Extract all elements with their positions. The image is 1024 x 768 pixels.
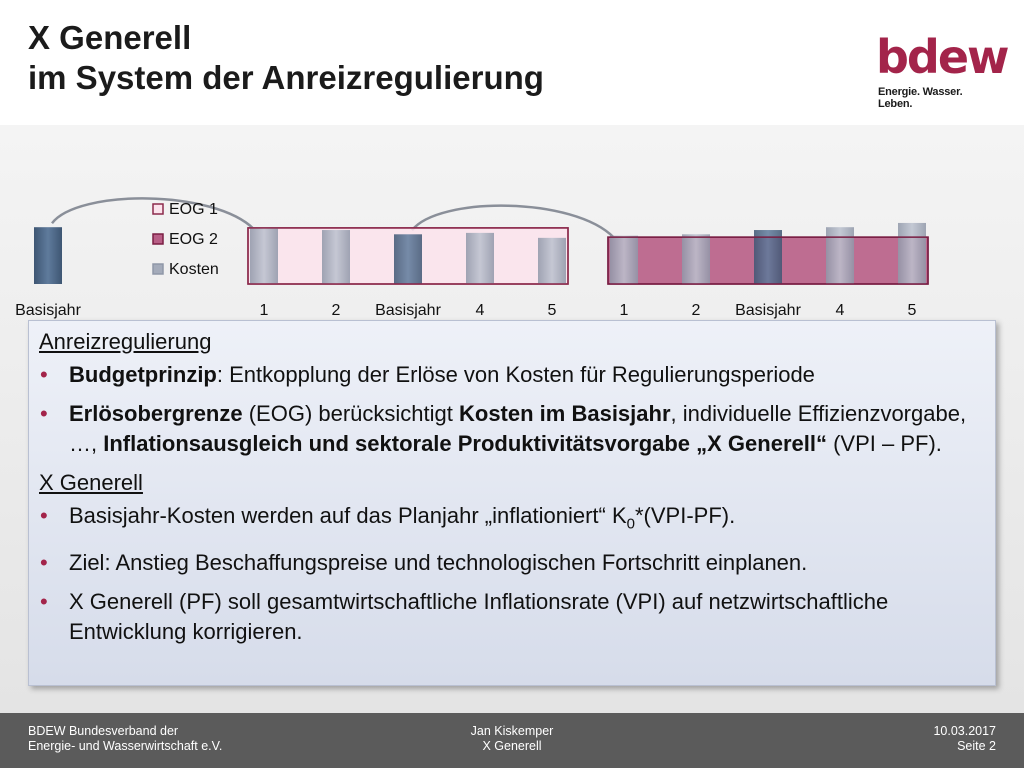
x-tick-label: 2 bbox=[332, 302, 341, 319]
x-tick-label: Basisjahr bbox=[15, 302, 81, 319]
legend-swatch bbox=[152, 203, 164, 215]
bullet-list-1: Budgetprinzip: Entkopplung der Erlöse vo… bbox=[39, 360, 985, 459]
x-tick-label: Basisjahr bbox=[735, 302, 801, 319]
text-run: Basisjahr-Kosten werden auf das Planjahr… bbox=[69, 503, 627, 528]
text-run: : Entkopplung der Erlöse von Kosten für … bbox=[216, 362, 815, 387]
cost-bar bbox=[610, 235, 638, 284]
text-run: Budgetprinzip bbox=[69, 362, 217, 387]
logo-tagline: Energie. Wasser. Leben. bbox=[878, 86, 963, 110]
legend-label: EOG 1 bbox=[169, 201, 218, 218]
text-run: (EOG) berücksichtigt bbox=[242, 401, 459, 426]
content-box: Anreizregulierung Budgetprinzip: Entkopp… bbox=[28, 320, 996, 686]
legend-label: EOG 2 bbox=[169, 231, 218, 248]
chart-legend: EOG 1 EOG 2 Kosten bbox=[152, 201, 219, 278]
x-tick-label: 2 bbox=[692, 302, 701, 319]
bullet-ziel: Ziel: Anstieg Beschaffungspreise und tec… bbox=[39, 548, 985, 578]
section-heading-x-generell: X Generell bbox=[39, 470, 143, 495]
text-run: Kosten im Basisjahr bbox=[459, 401, 671, 426]
cost-bar bbox=[826, 227, 854, 284]
section-heading-anreizregulierung: Anreizregulierung bbox=[39, 329, 212, 354]
footer-author-topic: Jan Kiskemper X Generell bbox=[0, 724, 1024, 754]
bullet-list-2: Basisjahr-Kosten werden auf das Planjahr… bbox=[39, 501, 985, 647]
eog2-band-outline bbox=[607, 236, 929, 285]
text-run: (VPI – PF). bbox=[826, 431, 942, 456]
cost-bar bbox=[898, 222, 926, 284]
cost-bar bbox=[322, 230, 350, 284]
legend-swatch bbox=[152, 263, 164, 275]
text-run: 0 bbox=[626, 515, 635, 533]
title-line-1: X Generell bbox=[28, 19, 192, 56]
text-run: Inflationsausgleich und sektorale Produk… bbox=[103, 431, 827, 456]
footer-org-line-2: Energie- und Wasserwirtschaft e.V. bbox=[28, 739, 223, 753]
carry-over-arc bbox=[51, 197, 255, 231]
cost-bar bbox=[682, 234, 710, 284]
chart-arcs bbox=[51, 197, 615, 239]
chart-bars bbox=[34, 222, 929, 285]
x-tick-label: 1 bbox=[620, 302, 629, 319]
footer-organization: BDEW Bundesverband der Energie- und Wass… bbox=[28, 724, 222, 754]
footer-author: Jan Kiskemper bbox=[470, 724, 554, 738]
footer-date: 10.03.2017 bbox=[933, 724, 996, 738]
cost-bar bbox=[466, 232, 494, 284]
basisjahr-cost-bar bbox=[34, 227, 62, 284]
footer-topic: X Generell bbox=[482, 739, 542, 753]
slide-header: X Generell im System der Anreizregulieru… bbox=[0, 0, 1024, 125]
basisjahr-cost-bar bbox=[394, 234, 422, 284]
cost-bar bbox=[538, 237, 566, 284]
carry-over-arc bbox=[411, 204, 615, 239]
bullet-basisjahr-kosten: Basisjahr-Kosten werden auf das Planjahr… bbox=[39, 501, 985, 539]
x-tick-label: 5 bbox=[908, 302, 917, 319]
text-run: Erlösobergrenze bbox=[69, 401, 243, 426]
x-tick-label: 5 bbox=[548, 302, 557, 319]
footer-page-number: Seite 2 bbox=[957, 739, 996, 753]
bullet-budgetprinzip: Budgetprinzip: Entkopplung der Erlöse vo… bbox=[39, 360, 985, 390]
regulation-chart: EOG 1 EOG 2 Kosten Basisjahr 1 2 Basisjahr 4 5 1… bbox=[15, 197, 929, 319]
x-tick-label: 1 bbox=[260, 302, 269, 319]
bullet-erloesobergrenze: Erlösobergrenze (EOG) berücksichtigt Kos… bbox=[39, 399, 985, 459]
logo-wordmark: bdew bbox=[876, 30, 1010, 84]
text-run: , individuelle Effizienzvorgabe, …, bbox=[69, 401, 967, 456]
text-run: *(VPI-PF). bbox=[634, 503, 736, 528]
basisjahr-cost-bar bbox=[754, 230, 782, 284]
cost-bar bbox=[250, 227, 278, 284]
legend-swatch bbox=[152, 233, 164, 245]
x-tick-label: 4 bbox=[836, 302, 845, 319]
x-tick-label: Basisjahr bbox=[375, 302, 441, 319]
bdew-logo: bdew Energie. Wasser. Leben. bbox=[876, 30, 1010, 110]
title-line-2: im System der Anreizregulierung bbox=[28, 59, 544, 96]
bullet-x-generell-pf: X Generell (PF) soll gesamtwirtschaftlic… bbox=[39, 587, 985, 647]
slide-footer: BDEW Bundesverband der Energie- und Wass… bbox=[0, 713, 1024, 768]
x-tick-label: 4 bbox=[476, 302, 485, 319]
slide-title: X Generell im System der Anreizregulieru… bbox=[28, 18, 544, 98]
eog1-band-outline bbox=[247, 227, 569, 285]
footer-org-line-1: BDEW Bundesverband der bbox=[28, 724, 179, 738]
chart-tick-labels: Basisjahr 1 2 Basisjahr 4 5 1 2 Basisjahr 4 5 bbox=[15, 302, 916, 319]
legend-label: Kosten bbox=[169, 261, 219, 278]
footer-date-page: 10.03.2017 Seite 2 bbox=[933, 724, 996, 754]
